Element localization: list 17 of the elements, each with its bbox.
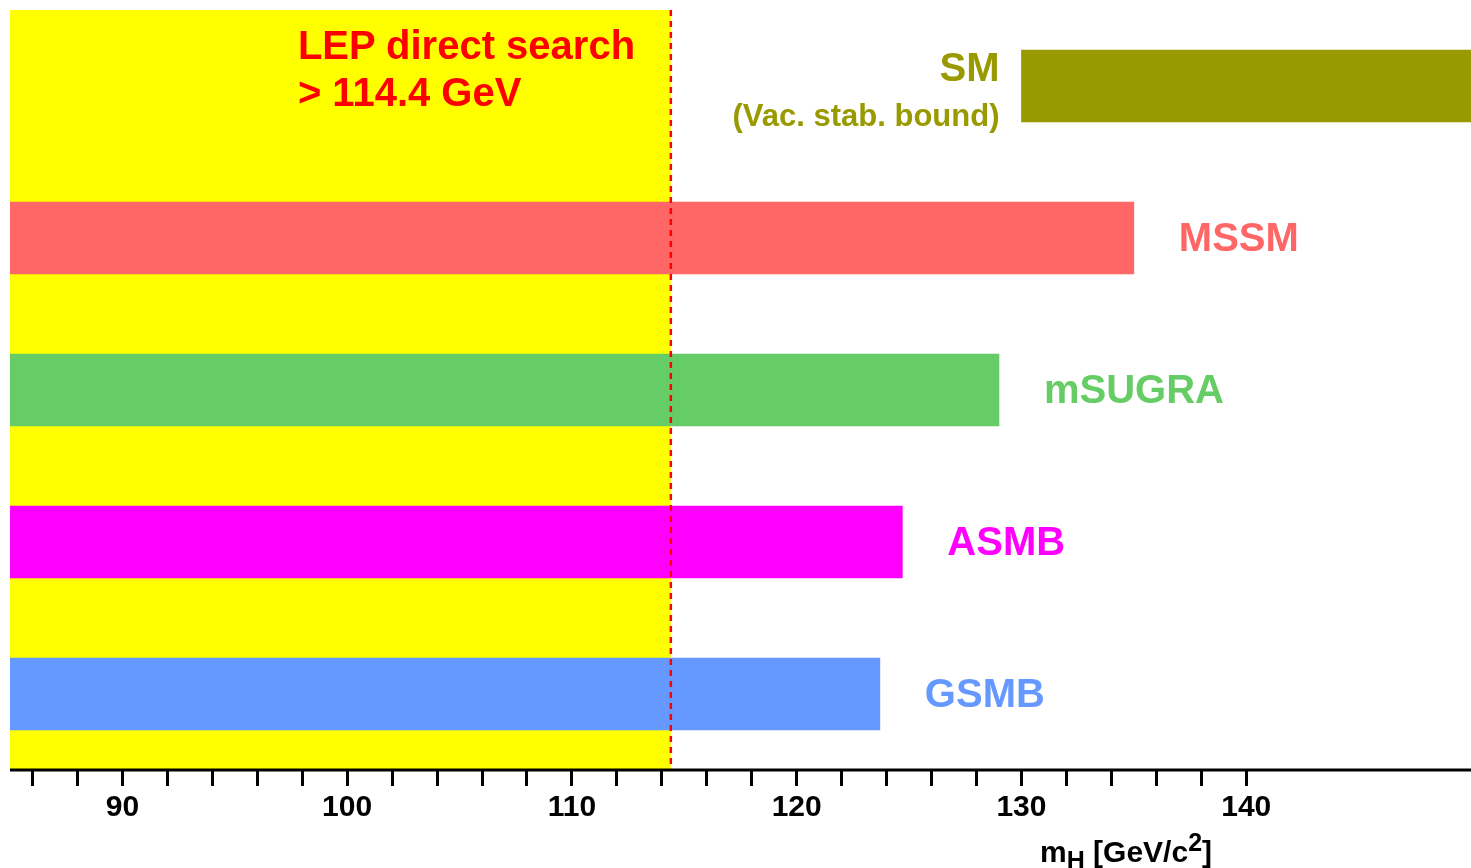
- x-tick-label: 130: [996, 789, 1047, 823]
- x-tick-label: 120: [771, 789, 822, 823]
- y-tick-label: MSSM: [1178, 215, 1299, 260]
- x-tick-label: 110: [547, 789, 597, 823]
- y-tick-label: GSMB: [924, 671, 1045, 716]
- y-tick-label: ASMB: [947, 519, 1066, 564]
- bar: [10, 201, 1135, 275]
- x-tick-label: 90: [105, 789, 140, 823]
- bar: [10, 505, 903, 579]
- bar: [1021, 49, 1471, 123]
- x-tick-label: 140: [1221, 789, 1272, 823]
- band-label: LEP direct search > 114.4 GeV: [297, 23, 636, 115]
- y-tick-label: mSUGRA: [1043, 367, 1225, 412]
- y-tick-label: SM (Vac. stab. bound): [732, 45, 1000, 133]
- bar: [10, 353, 1000, 427]
- bar: [10, 657, 881, 731]
- x-tick-label: 100: [322, 789, 373, 823]
